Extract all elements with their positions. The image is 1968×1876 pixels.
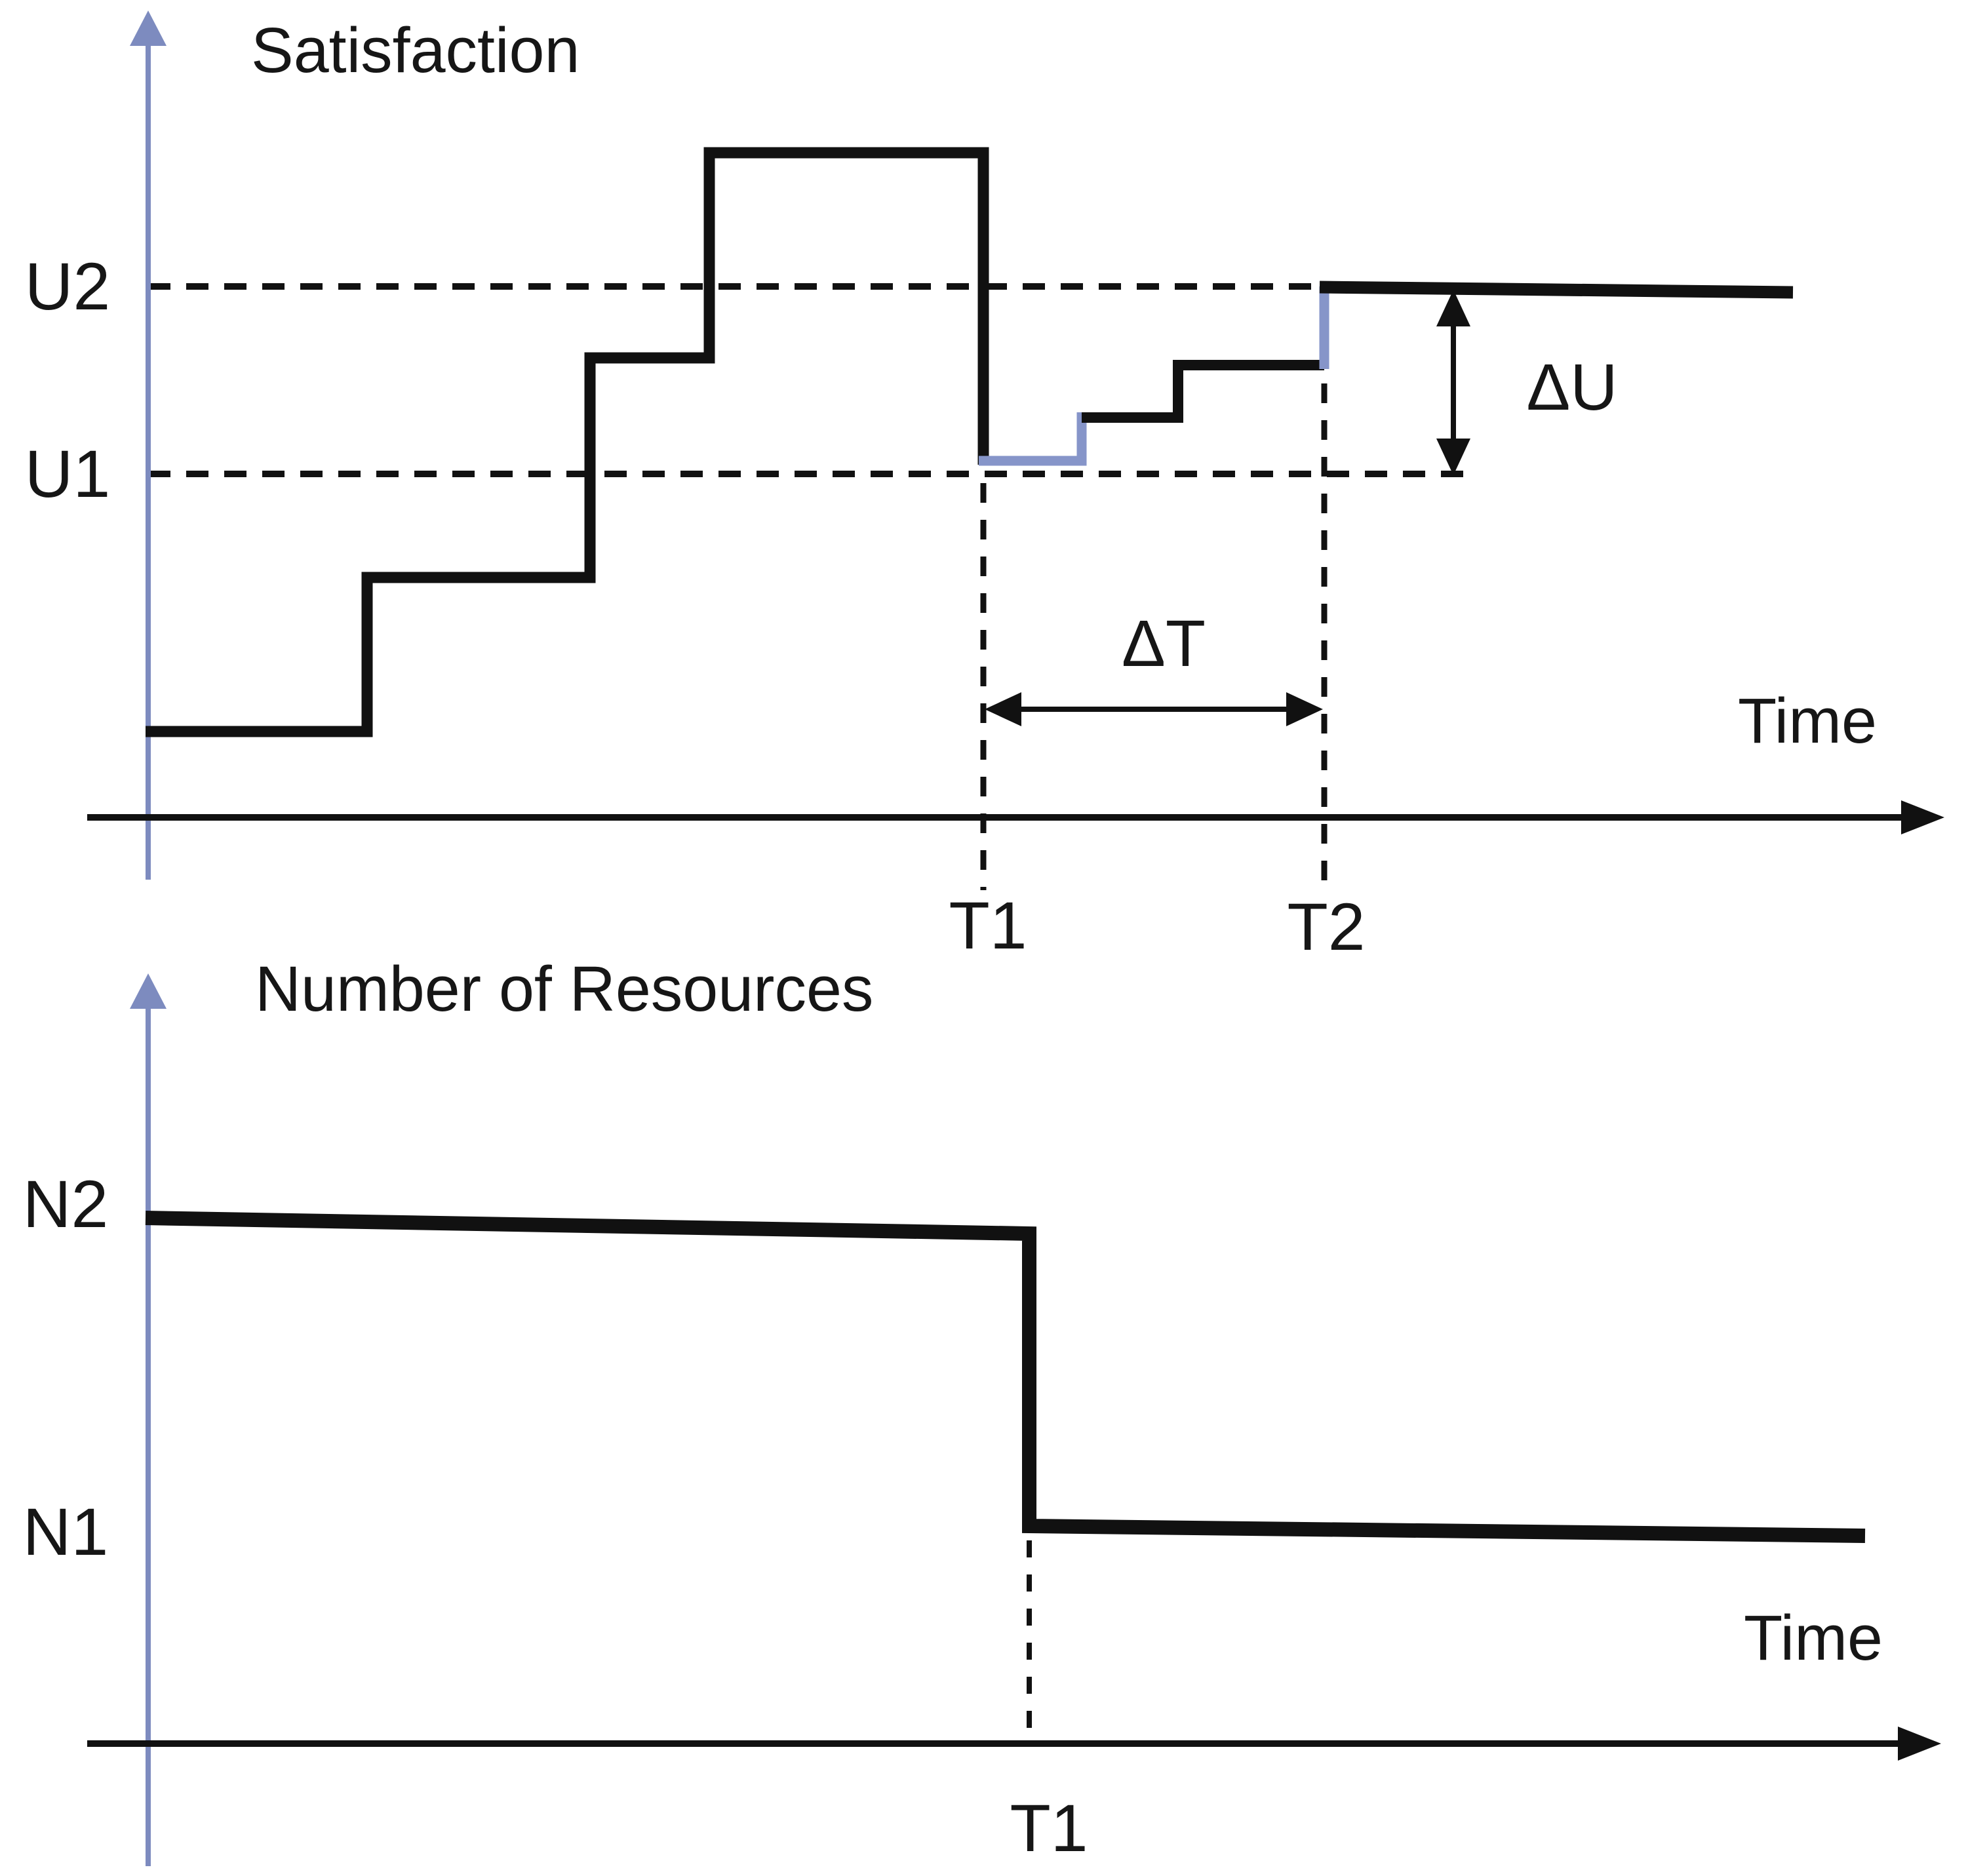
delta-u-label: ΔU [1526, 351, 1617, 424]
delta-u-arrow [1436, 290, 1470, 475]
delta-u-bottom-arrowhead-icon [1436, 439, 1470, 475]
delta-t-left-arrowhead-icon [985, 692, 1021, 726]
t1-tick-label-bottom: T1 [1010, 1791, 1088, 1866]
resources-title: Number of Resources [255, 953, 873, 1025]
satisfaction-recovery-blue-1 [979, 412, 1087, 466]
satisfaction-step-line-main [146, 147, 989, 737]
satisfaction-y-axis [130, 10, 167, 880]
y-axis-arrowhead-icon [130, 973, 167, 1009]
resources-y-axis [130, 973, 167, 1866]
n2-tick-label: N2 [23, 1167, 108, 1241]
resources-chart: Number of Resources N2 N1 Time T1 [23, 953, 1941, 1866]
satisfaction-chart: Satisfaction U2 U1 Time T1 T2 ΔT ΔU [25, 10, 1944, 964]
resources-step-line [145, 1211, 1866, 1543]
t2-tick-label-top: T2 [1287, 889, 1365, 964]
satisfaction-recovery-black [1082, 360, 1324, 423]
u2-tick-label: U2 [25, 249, 110, 324]
delta-t-label: ΔT [1122, 607, 1206, 680]
delta-t-arrow [985, 692, 1323, 726]
n1-tick-label: N1 [23, 1495, 108, 1569]
t1-tick-label-top: T1 [949, 888, 1027, 963]
delta-u-top-arrowhead-icon [1436, 290, 1470, 326]
y-axis-arrowhead-icon [130, 10, 167, 46]
satisfaction-x-axis [87, 800, 1944, 834]
satisfaction-final-plateau [1319, 281, 1794, 299]
delta-t-right-arrowhead-icon [1286, 692, 1323, 726]
x-axis-arrowhead-icon [1898, 1727, 1941, 1761]
u1-tick-label: U1 [25, 437, 110, 511]
time-label-top: Time [1738, 685, 1877, 756]
resources-x-axis [87, 1727, 1941, 1761]
x-axis-arrowhead-icon [1901, 800, 1944, 834]
time-label-bottom: Time [1744, 1602, 1883, 1673]
satisfaction-title: Satisfaction [251, 14, 580, 86]
